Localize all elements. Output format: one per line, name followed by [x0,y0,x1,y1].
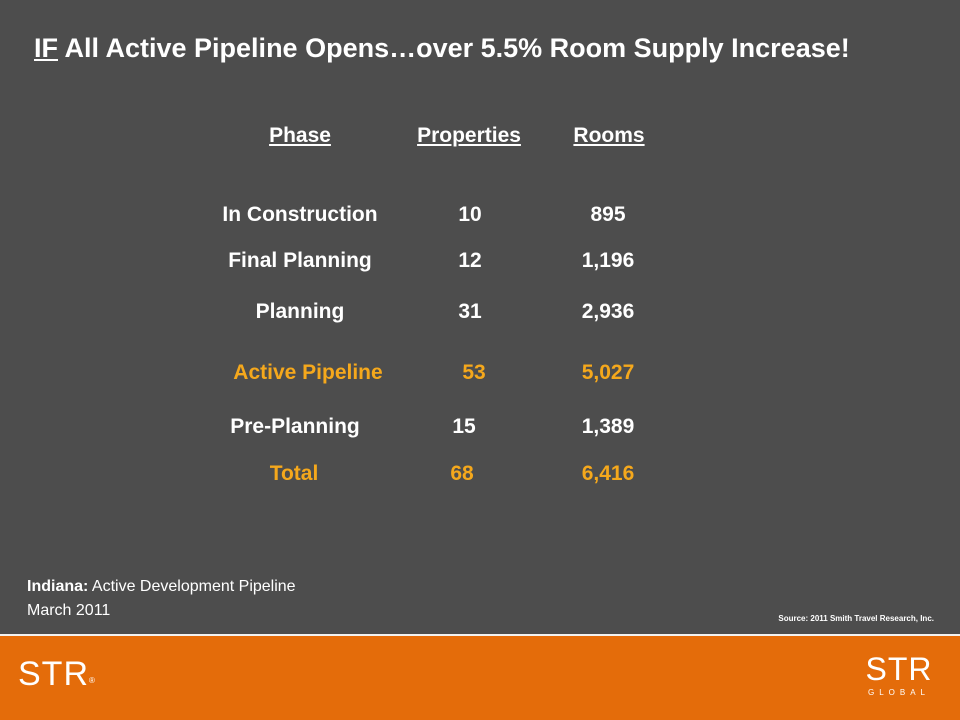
row-phase: Planning [255,300,345,323]
title-text: All Active Pipeline Opens…over 5.5% Room… [58,33,850,63]
str-global-logo-bottom: GLOBAL [867,688,930,697]
row-phase: In Construction [222,203,378,226]
row-rooms: 1,196 [581,249,635,272]
row-phase-total: Total [269,462,319,485]
row-properties: 10 [458,203,482,226]
footer-divider [0,634,960,636]
caption-description: Active Development Pipeline [91,578,296,595]
str-logo: STR® [18,655,96,694]
header-phase: Phase [269,124,331,147]
header-properties: Properties [417,124,521,147]
caption: Indiana: Active Development Pipeline Mar… [27,575,296,623]
row-properties-total: 68 [450,462,474,485]
row-properties: 31 [458,300,482,323]
row-rooms: 895 [590,203,626,226]
str-global-logo: STR GLOBAL [864,652,934,698]
row-rooms-active-pipeline: 5,027 [581,361,635,384]
str-global-logo-top: STR [865,651,933,687]
slide-title: IF All Active Pipeline Opens…over 5.5% R… [34,33,934,64]
header-rooms: Rooms [573,124,645,147]
source-note: Source: 2011 Smith Travel Research, Inc. [778,614,934,623]
title-prefix: IF [34,33,58,63]
row-rooms: 2,936 [581,300,635,323]
registered-mark: ® [89,676,96,685]
row-rooms: 1,389 [581,415,635,438]
row-phase-active-pipeline: Active Pipeline [233,361,383,384]
row-properties: 12 [458,249,482,272]
row-properties-active-pipeline: 53 [462,361,486,384]
str-logo-text: STR [18,655,89,693]
caption-date: March 2011 [27,602,111,619]
row-phase: Final Planning [228,249,372,272]
row-rooms-total: 6,416 [581,462,635,485]
row-phase: Pre-Planning [230,415,360,438]
caption-state: Indiana: [27,578,89,595]
row-properties: 15 [452,415,476,438]
footer-bar [0,636,960,720]
